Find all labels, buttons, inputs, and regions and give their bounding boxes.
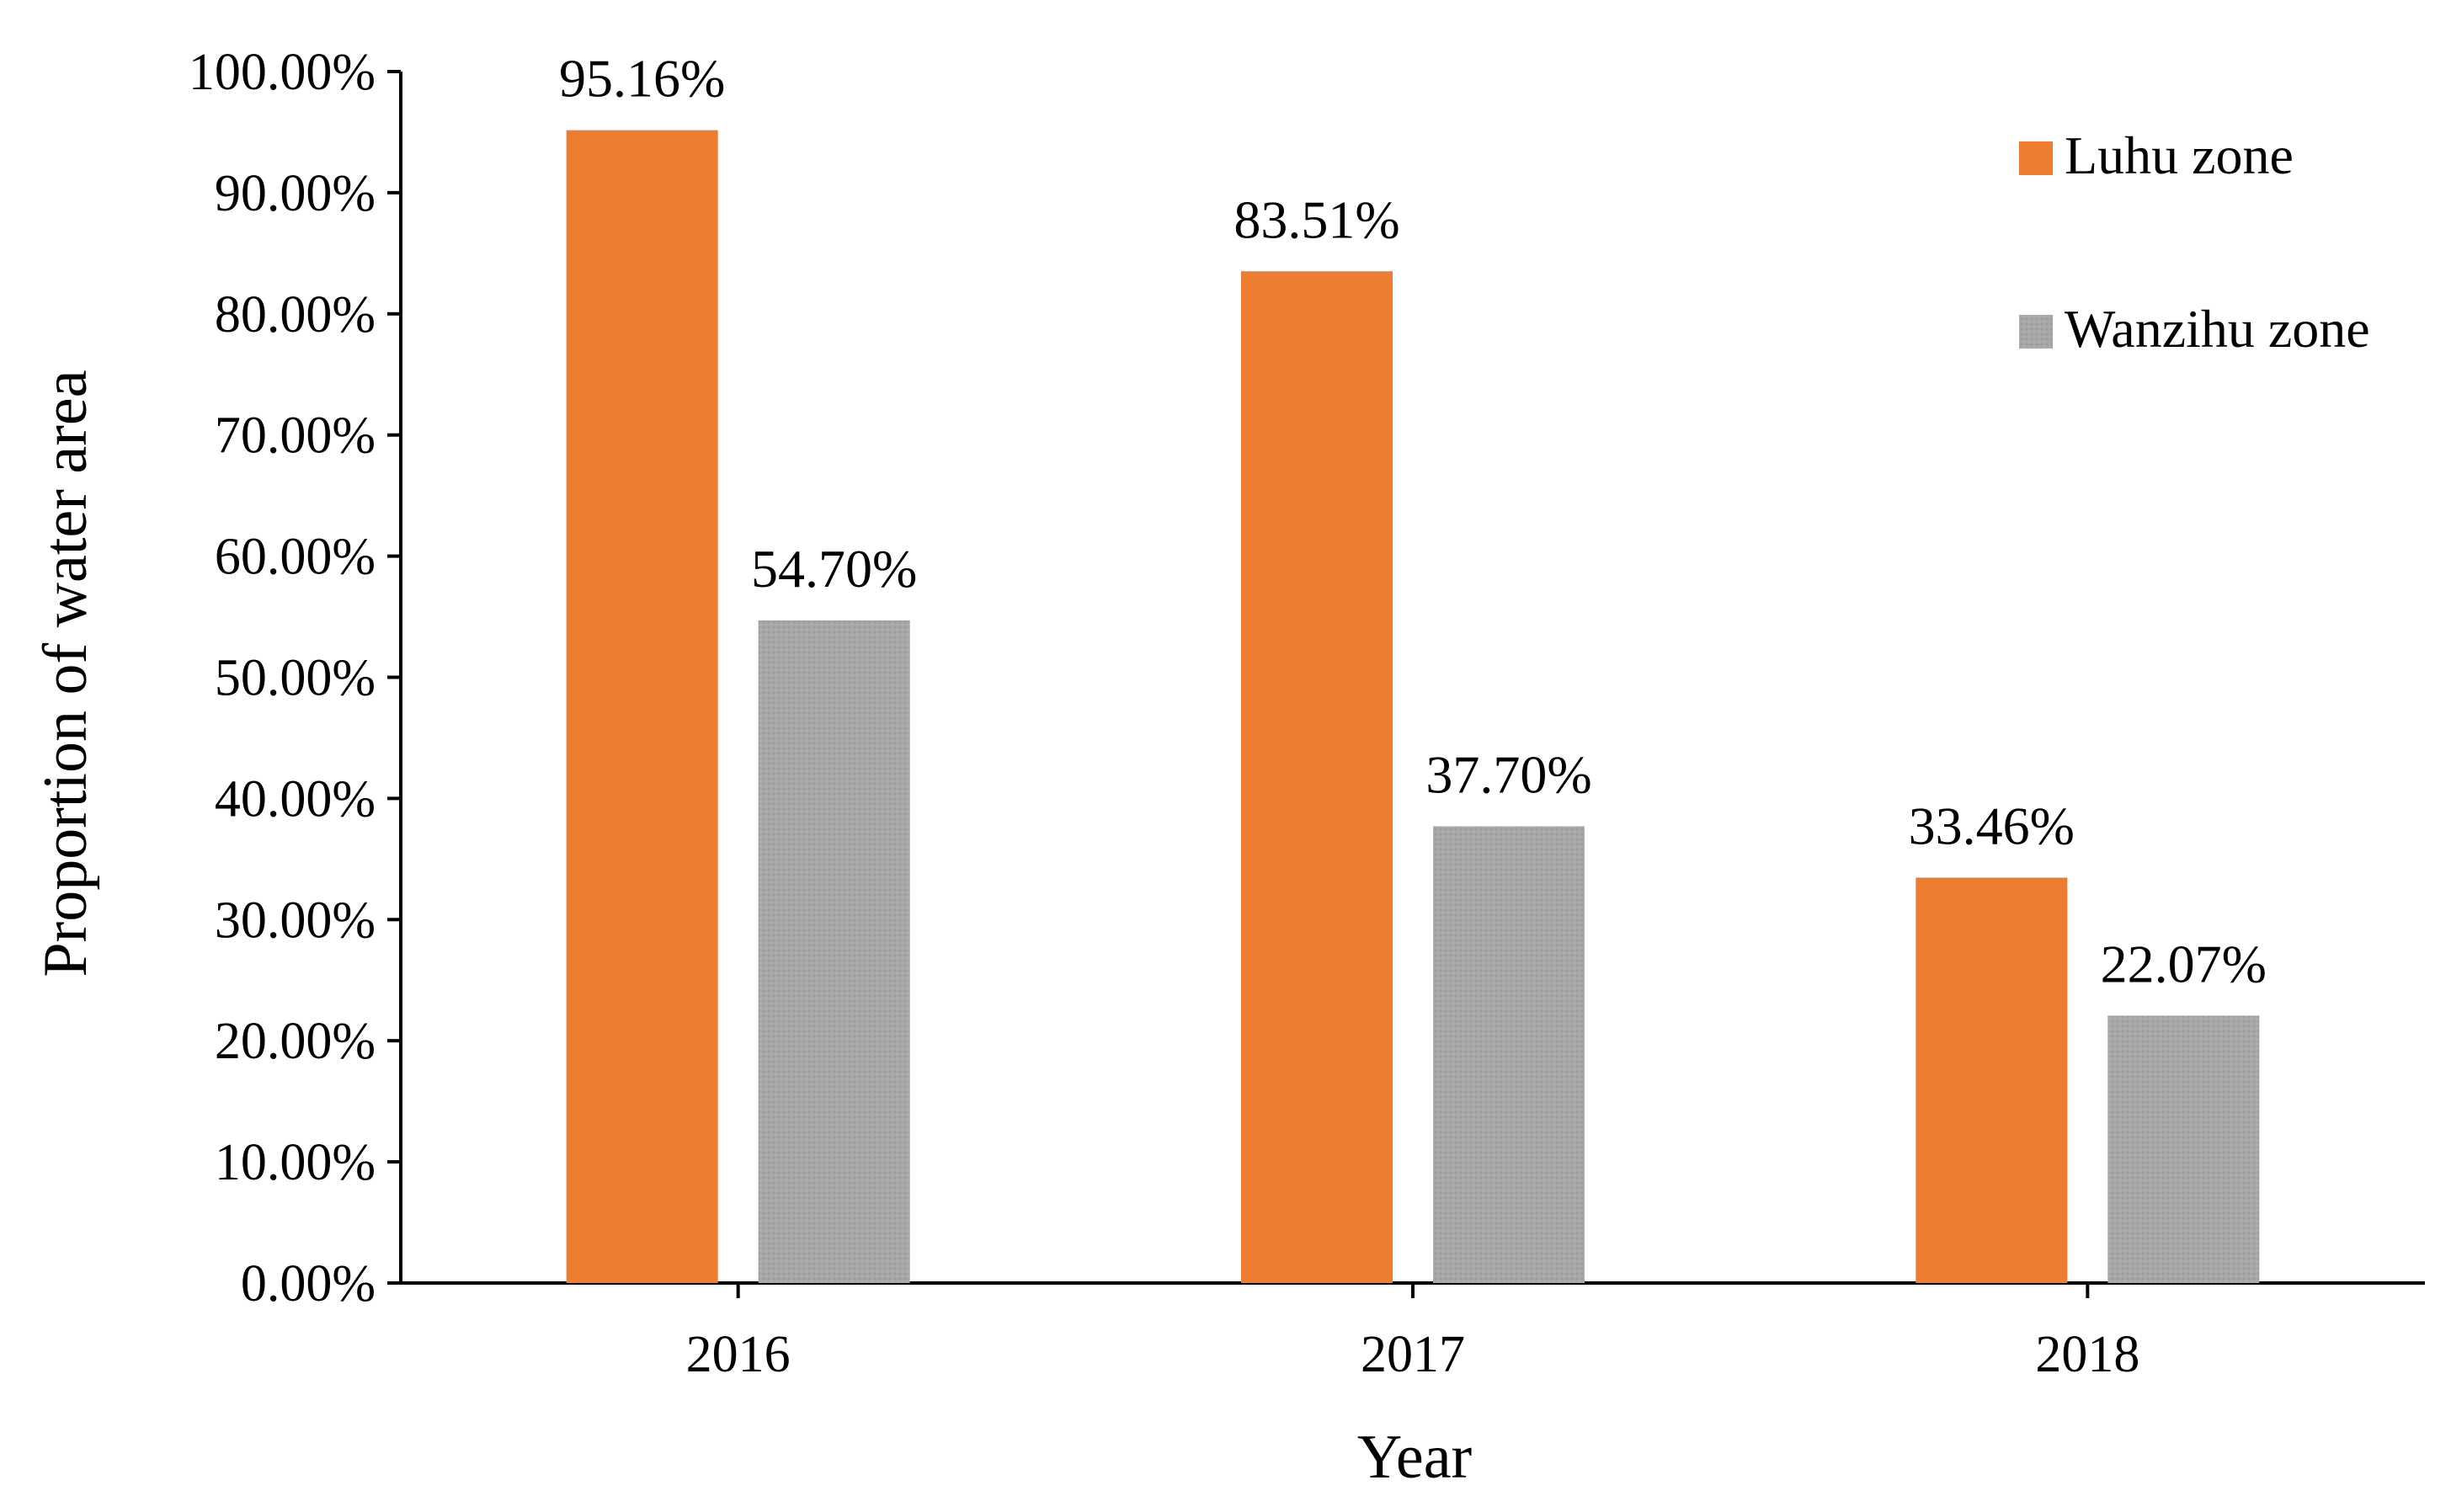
y-tick-label: 30.00% (215, 892, 376, 949)
data-label: 95.16% (559, 49, 725, 109)
legend-swatch (2019, 315, 2053, 349)
x-axis-title: Year (1357, 1423, 1472, 1492)
y-tick-label: 100.00% (189, 44, 376, 101)
bar-wanzihu-zone-2016 (758, 620, 910, 1283)
y-tick-label: 90.00% (215, 165, 376, 222)
y-tick-label: 60.00% (215, 529, 376, 586)
y-tick-label: 50.00% (215, 650, 376, 707)
legend-label: Luhu zone (2065, 125, 2294, 185)
bar-luhu-zone-2016 (566, 130, 718, 1284)
data-labels: 95.16% 83.51% 33.46% 54.70% 37.70% 22.07% (559, 49, 2267, 994)
bar-luhu-zone-2017 (1241, 271, 1393, 1283)
data-label: 33.46% (1909, 796, 2075, 856)
y-axis-title: Proportion of water area (31, 370, 100, 977)
bars (566, 130, 2260, 1284)
x-tick-label: 2017 (1361, 1326, 1465, 1383)
y-axis: 0.00% 10.00% 20.00% 30.00% 40.00% 50.00% 60.00… (189, 44, 402, 1312)
y-tick-label: 70.00% (215, 407, 376, 465)
data-label: 54.70% (751, 539, 917, 599)
bar-wanzihu-zone-2018 (2107, 1015, 2260, 1283)
data-label: 83.51% (1233, 189, 1399, 249)
legend: Luhu zone Wanzihu zone (2019, 125, 2370, 359)
y-tick-label: 10.00% (215, 1134, 376, 1191)
bar-luhu-zone-2018 (1916, 877, 2068, 1283)
data-label: 22.07% (2101, 934, 2267, 993)
y-tick-label: 80.00% (215, 286, 376, 343)
y-tick-label: 40.00% (215, 770, 376, 828)
legend-label: Wanzihu zone (2065, 299, 2370, 359)
bar-wanzihu-zone-2017 (1433, 826, 1585, 1283)
data-label: 37.70% (1425, 744, 1591, 804)
x-tick-label: 2018 (2035, 1326, 2139, 1383)
legend-swatch (2019, 141, 2053, 175)
x-axis: 2016 2017 2018 (401, 1281, 2425, 1383)
y-tick-label: 0.00% (241, 1255, 376, 1312)
y-tick-label: 20.00% (215, 1013, 376, 1070)
x-tick-label: 2016 (686, 1326, 791, 1383)
